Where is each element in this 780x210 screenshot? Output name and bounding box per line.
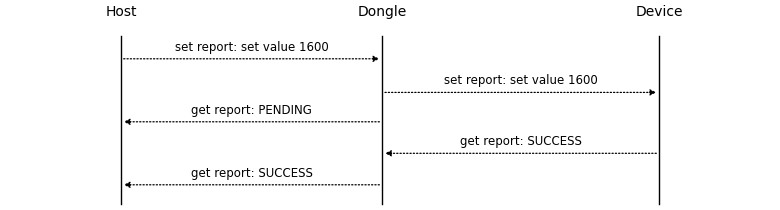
Text: get report: SUCCESS: get report: SUCCESS [459, 135, 582, 148]
Text: get report: PENDING: get report: PENDING [191, 104, 312, 117]
Text: set report: set value 1600: set report: set value 1600 [175, 41, 328, 54]
Text: get report: SUCCESS: get report: SUCCESS [190, 167, 313, 180]
Text: Device: Device [636, 5, 682, 19]
Text: set report: set value 1600: set report: set value 1600 [444, 74, 597, 87]
Text: Host: Host [105, 5, 136, 19]
Text: Dongle: Dongle [357, 5, 407, 19]
